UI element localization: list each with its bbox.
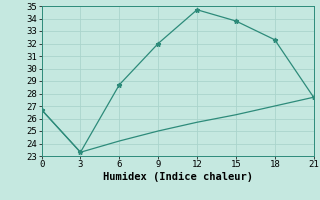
X-axis label: Humidex (Indice chaleur): Humidex (Indice chaleur) (103, 172, 252, 182)
